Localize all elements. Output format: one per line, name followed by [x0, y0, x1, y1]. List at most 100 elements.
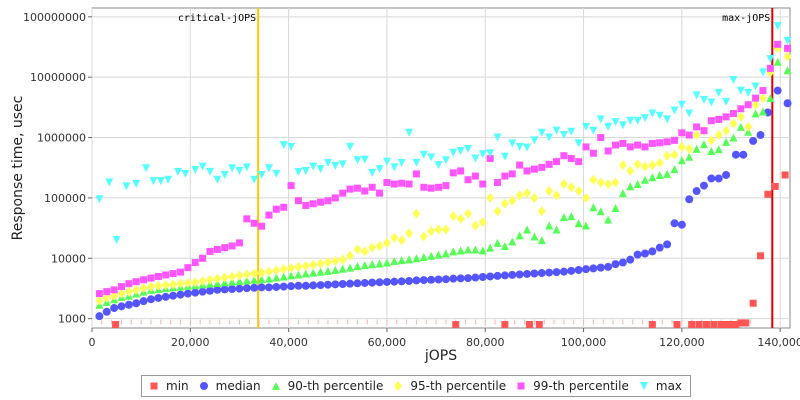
data-point: [744, 101, 752, 109]
x-tick-label: 80,000: [466, 336, 505, 349]
data-point: [117, 288, 126, 299]
data-point: [162, 271, 170, 279]
data-point: [589, 149, 597, 157]
data-point: [257, 267, 266, 278]
legend-swatch: [199, 382, 208, 390]
data-point: [545, 221, 554, 230]
data-point: [397, 256, 406, 265]
data-point: [589, 203, 598, 212]
data-point: [272, 265, 281, 276]
data-point: [361, 187, 369, 195]
data-point: [756, 131, 765, 140]
legend-label: 90-th percentile: [287, 379, 384, 393]
data-point: [596, 115, 605, 124]
data-point: [633, 250, 642, 259]
legend-item: 95-th percentile: [392, 379, 506, 393]
data-point: [390, 257, 399, 266]
data-point: [405, 255, 414, 264]
legend-item: min: [148, 379, 189, 393]
data-point: [331, 280, 340, 289]
data-point: [199, 382, 208, 390]
data-point: [663, 169, 672, 178]
data-point: [103, 288, 111, 296]
data-point: [213, 245, 221, 253]
data-point: [633, 159, 642, 170]
data-point: [435, 183, 443, 191]
data-point: [618, 258, 627, 267]
x-tick-label: 60,000: [368, 336, 407, 349]
data-point: [783, 51, 792, 62]
data-point: [146, 295, 155, 304]
data-point: [545, 160, 553, 168]
data-point: [766, 55, 775, 64]
data-point: [486, 149, 495, 158]
data-point: [678, 129, 686, 137]
data-point: [382, 258, 391, 267]
data-point: [692, 91, 701, 100]
data-point: [501, 320, 509, 328]
data-point: [95, 295, 104, 306]
data-point: [397, 158, 406, 167]
data-point: [184, 264, 192, 272]
data-point: [449, 211, 458, 222]
data-point: [626, 182, 635, 191]
data-point: [368, 168, 377, 177]
data-point: [149, 177, 158, 186]
data-point: [685, 152, 694, 161]
data-point: [478, 272, 487, 281]
legend-item: max: [638, 379, 682, 393]
data-point: [382, 157, 391, 166]
data-point: [301, 269, 310, 278]
data-point: [537, 269, 546, 278]
data-point: [368, 278, 377, 287]
data-point: [250, 219, 258, 227]
data-point: [205, 274, 214, 285]
data-point: [316, 165, 325, 174]
data-point: [434, 250, 443, 259]
data-point: [486, 272, 495, 281]
data-point: [331, 265, 340, 274]
data-point: [309, 259, 318, 270]
data-point: [191, 277, 200, 288]
x-tick-label: 40,000: [269, 336, 308, 349]
series-90-th-percentile: [95, 57, 792, 309]
data-point: [559, 179, 568, 190]
data-point: [382, 277, 391, 286]
data-point: [301, 281, 310, 290]
data-point: [228, 242, 236, 250]
data-point: [692, 144, 701, 153]
series-99-th-percentile: [95, 40, 792, 298]
data-point: [294, 261, 303, 272]
data-point: [346, 279, 355, 288]
data-point: [732, 320, 740, 328]
data-point: [323, 257, 332, 268]
data-point: [191, 259, 199, 267]
data-point: [419, 150, 428, 159]
data-point: [530, 269, 539, 278]
data-point: [722, 97, 731, 106]
data-point: [670, 149, 679, 160]
x-tick-label: 120,000: [659, 336, 705, 349]
data-point: [663, 115, 672, 124]
data-point: [412, 208, 421, 219]
data-point: [766, 64, 774, 72]
data-point: [781, 171, 789, 179]
data-point: [559, 131, 568, 140]
data-point: [272, 282, 281, 291]
data-point: [758, 107, 767, 116]
data-point: [405, 180, 413, 188]
data-point: [784, 44, 792, 52]
data-point: [420, 183, 428, 191]
data-point: [692, 187, 701, 196]
data-point: [471, 154, 480, 163]
data-point: [749, 299, 757, 307]
data-point: [309, 162, 318, 171]
data-point: [478, 246, 487, 255]
data-point: [235, 277, 244, 286]
data-point: [441, 249, 450, 258]
axes: 0 20,000 40,000 60,000 80,000 100,000 120,000 1…: [23, 11, 800, 349]
data-point: [456, 246, 465, 255]
data-point: [604, 147, 612, 155]
data-point: [611, 177, 620, 188]
data-point: [287, 182, 295, 190]
